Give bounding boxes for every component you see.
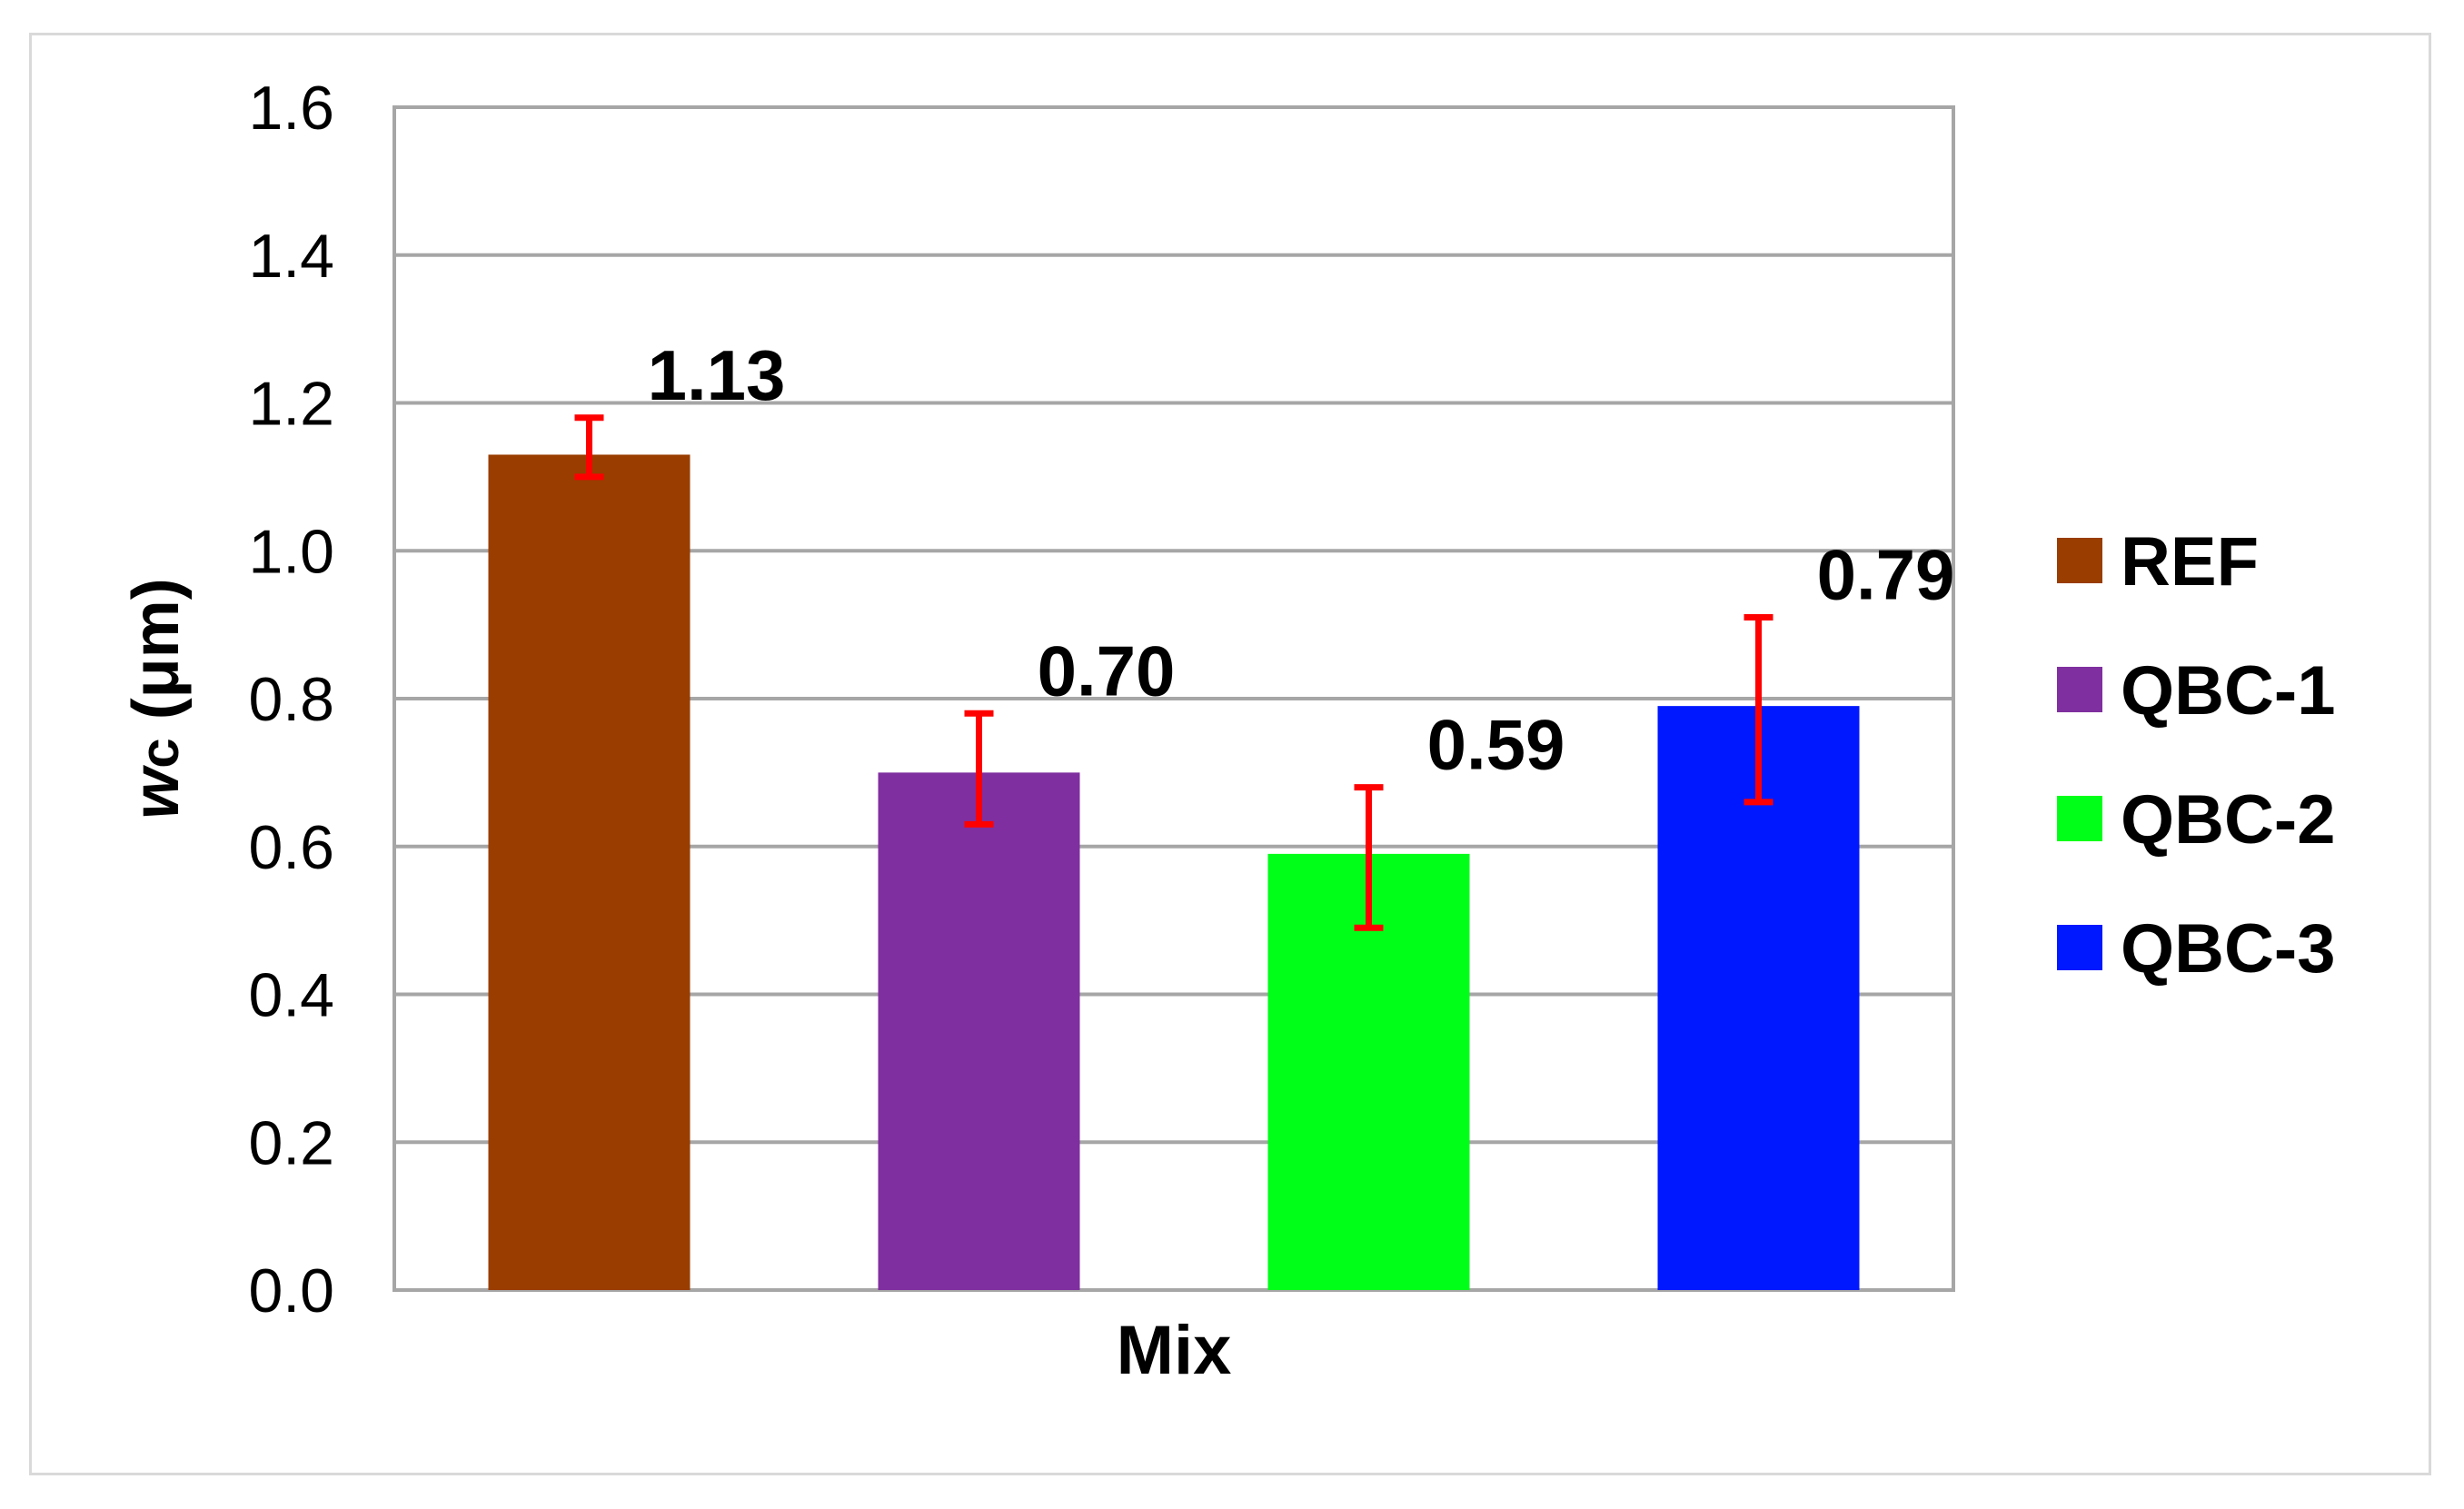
data-label: 1.13: [648, 335, 786, 415]
y-axis-tick-labels: 0.0 0.2 0.4 0.6 0.8 1.0 1.2 1.4 1.6: [248, 74, 334, 1325]
y-tick-label: 0.8: [248, 665, 334, 734]
legend-label: REF: [2121, 523, 2259, 601]
x-axis-label: Mix: [1117, 1312, 1232, 1389]
legend-label: QBC-2: [2121, 781, 2335, 859]
legend-entry-qbc-1: QBC-1: [2057, 652, 2335, 730]
legend-swatch: [2057, 796, 2102, 841]
y-tick-label: 1.2: [248, 370, 334, 439]
error-bar-qbc-3: [1744, 613, 1773, 806]
error-bar-qbc-2: [1354, 784, 1384, 931]
bars: [488, 454, 1860, 1290]
data-label: 0.59: [1427, 705, 1565, 785]
y-tick-label: 0.2: [248, 1108, 334, 1177]
data-label: 0.79: [1817, 534, 1955, 614]
data-label: 0.70: [1038, 630, 1176, 710]
bar-qbc-1: [878, 772, 1080, 1290]
y-axis-label-subscript: c: [129, 738, 190, 768]
legend-entry-ref: REF: [2057, 523, 2259, 601]
y-tick-label: 1.4: [248, 222, 334, 291]
legend-label: QBC-1: [2121, 652, 2335, 730]
y-axis-label-unit: (μm): [120, 578, 193, 738]
legend-entry-qbc-3: QBC-3: [2057, 910, 2335, 988]
y-tick-label: 1.0: [248, 517, 334, 586]
bar-ref: [488, 454, 691, 1290]
legend-label: QBC-3: [2121, 910, 2335, 988]
y-axis-label-symbol: w: [120, 765, 193, 819]
error-bar-qbc-1: [964, 710, 994, 828]
legend-entry-qbc-2: QBC-2: [2057, 781, 2335, 859]
y-tick-label: 1.6: [248, 74, 334, 143]
error-bar-ref: [574, 414, 604, 481]
data-labels: 1.13 0.70 0.59 0.79: [648, 335, 1955, 785]
error-bars: [574, 414, 1773, 931]
legend-swatch: [2057, 925, 2102, 970]
y-tick-label: 0.4: [248, 961, 334, 1030]
legend-swatch: [2057, 667, 2102, 712]
legend: REF QBC-1 QBC-2 QBC-3: [2057, 523, 2335, 988]
y-tick-label: 0.6: [248, 813, 334, 882]
y-tick-label: 0.0: [248, 1256, 334, 1325]
chart-frame: [29, 33, 2431, 1475]
plot-area: [392, 105, 1955, 1292]
y-axis-label: wc (μm): [120, 578, 193, 819]
legend-swatch: [2057, 538, 2102, 583]
